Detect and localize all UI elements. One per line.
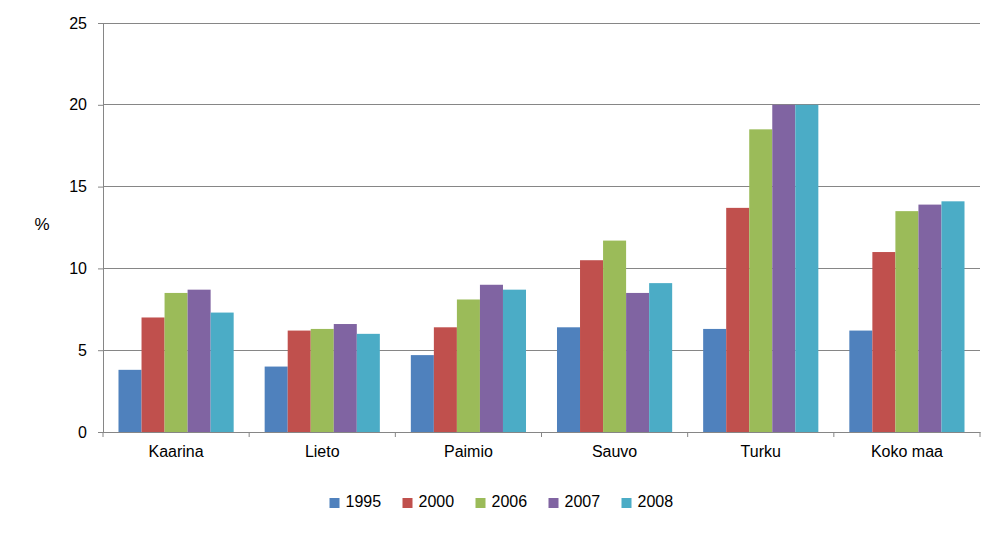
bars xyxy=(118,105,964,432)
bar xyxy=(941,201,964,432)
bar xyxy=(434,327,457,432)
grid-line xyxy=(103,186,980,187)
x-tick-label: Paimio xyxy=(444,443,493,460)
legend-label: 2008 xyxy=(638,493,674,510)
bar xyxy=(649,283,672,432)
legend-label: 2006 xyxy=(492,493,528,510)
legend-label: 2007 xyxy=(565,493,601,510)
y-tick-label: 0 xyxy=(78,424,87,441)
y-tick: 5 xyxy=(78,342,103,359)
bar xyxy=(580,260,603,432)
y-tick-label: 15 xyxy=(69,178,87,195)
bar xyxy=(411,355,434,432)
legend-item: 2006 xyxy=(476,493,528,510)
y-tick: 20 xyxy=(69,96,103,113)
y-tick-mark xyxy=(98,105,103,106)
bar xyxy=(772,105,795,432)
series xyxy=(188,105,942,432)
legend: 1995 2000 2006 2007 2008 xyxy=(330,493,674,510)
y-tick-label: 10 xyxy=(69,260,87,277)
legend-swatch xyxy=(330,498,340,508)
series xyxy=(211,105,965,432)
grid xyxy=(103,23,980,432)
x-axis: Kaarina Lieto Paimio Sauvo Turku Koko maa xyxy=(103,432,981,460)
bar xyxy=(918,205,941,432)
x-tick: Koko maa xyxy=(871,432,943,460)
legend-item: 2000 xyxy=(403,493,455,510)
legend-item: 2008 xyxy=(622,493,674,510)
y-tick: 0 xyxy=(78,424,103,441)
bar xyxy=(557,327,580,432)
x-tick: Paimio xyxy=(444,432,493,460)
legend-swatch xyxy=(549,498,559,508)
y-tick-mark xyxy=(98,432,103,433)
x-tick-label: Lieto xyxy=(305,443,340,460)
bar xyxy=(749,129,772,432)
bar xyxy=(849,331,872,432)
bar xyxy=(872,252,895,432)
chart: 0 5 10 15 20 25 Kaarina Lieto Paimio Sauvo Turku Ko… xyxy=(0,0,1004,535)
x-tick: Turku xyxy=(741,432,781,460)
y-tick-mark xyxy=(98,23,103,24)
bar xyxy=(480,285,503,432)
bar xyxy=(457,299,480,432)
bar xyxy=(334,324,357,432)
y-tick-mark xyxy=(98,350,103,351)
plot-area: 0 5 10 15 20 25 Kaarina Lieto Paimio Sauvo Turku Ko… xyxy=(69,15,980,461)
bar xyxy=(188,290,211,432)
y-axis-title: % xyxy=(34,215,49,234)
y-tick: 10 xyxy=(69,260,103,277)
y-tick: 25 xyxy=(69,15,103,32)
x-tick: Lieto xyxy=(305,432,340,460)
x-tick: Kaarina xyxy=(149,432,204,460)
bar xyxy=(895,211,918,432)
bar xyxy=(503,290,526,432)
y-tick-label: 20 xyxy=(69,96,87,113)
legend-label: 1995 xyxy=(346,493,382,510)
y-axis: 0 5 10 15 20 25 xyxy=(69,15,103,441)
bar xyxy=(726,208,749,432)
grid-line xyxy=(103,104,980,105)
bar xyxy=(288,331,311,432)
bar xyxy=(142,317,165,432)
bar xyxy=(626,293,649,432)
x-separator xyxy=(833,432,834,437)
legend-swatch xyxy=(403,498,413,508)
x-separator xyxy=(541,432,542,437)
y-tick-mark xyxy=(98,187,103,188)
x-tick: Sauvo xyxy=(592,432,637,460)
grid-line xyxy=(103,23,980,24)
bar xyxy=(795,105,818,432)
bar xyxy=(357,334,380,432)
bar xyxy=(603,241,626,432)
x-separator xyxy=(980,432,981,437)
y-tick-label: 25 xyxy=(69,15,87,32)
bar xyxy=(265,367,288,432)
x-tick-label: Turku xyxy=(741,443,781,460)
legend-swatch xyxy=(476,498,486,508)
y-axis-line xyxy=(103,24,104,433)
grid-line xyxy=(103,268,980,269)
x-tick-label: Kaarina xyxy=(149,443,204,460)
x-separator xyxy=(395,432,396,437)
x-tick-label: Koko maa xyxy=(871,443,943,460)
y-tick: 15 xyxy=(69,178,103,195)
bar xyxy=(165,293,188,432)
y-tick-label: 5 xyxy=(78,342,87,359)
legend-swatch xyxy=(622,498,632,508)
bar xyxy=(118,370,141,432)
x-separator xyxy=(687,432,688,437)
bar xyxy=(311,329,334,432)
y-tick-mark xyxy=(98,268,103,269)
x-separator xyxy=(103,432,104,437)
x-tick-label: Sauvo xyxy=(592,443,637,460)
x-separator xyxy=(249,432,250,437)
legend-item: 2007 xyxy=(549,493,601,510)
bar xyxy=(703,329,726,432)
legend-label: 2000 xyxy=(419,493,455,510)
legend-item: 1995 xyxy=(330,493,382,510)
x-separators xyxy=(103,432,980,437)
grid-line xyxy=(103,350,980,351)
bar xyxy=(211,313,234,432)
